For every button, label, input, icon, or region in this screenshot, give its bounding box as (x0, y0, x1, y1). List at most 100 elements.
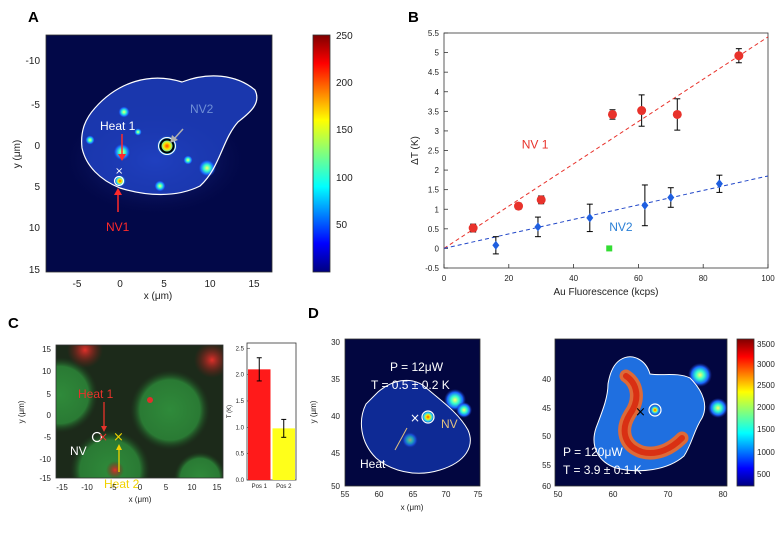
panel-c-ytick: 10 (42, 367, 51, 376)
panel-b-point-nv2 (586, 213, 594, 223)
panel-d-left-temp: T = 0.5 ± 0.2 K (371, 378, 450, 392)
panel-b-fit-line (443, 36, 769, 249)
panel-c-ylabel: y (μm) (17, 400, 26, 423)
panel-c-bar-inset: 0.0 0.5 1.0 1.5 2.0 2.5 T (K) Pos 1 Pos 2 (227, 342, 297, 490)
panel-b-ytick: 3 (435, 127, 440, 136)
panel-a-xtick: 0 (117, 279, 123, 290)
panel-d-colorbar (736, 338, 755, 487)
colorbar-tick: 100 (336, 173, 353, 184)
panel-a-xlabel: x (μm) (144, 291, 173, 302)
panel-d-right-xtick: 70 (664, 490, 673, 499)
panel-a-ytick: 0 (34, 141, 40, 152)
panel-d-right-xtick: 50 (554, 490, 563, 499)
panel-a-nv1-arrowhead (114, 188, 122, 195)
panel-c-xtick: 10 (188, 483, 197, 492)
panel-b-point-nv1 (514, 201, 524, 211)
panel-a-frame (45, 34, 273, 273)
panel-b-point-nv2 (641, 200, 649, 210)
panel-b-point-nv1 (637, 106, 647, 116)
panel-d-ytick: 35 (331, 375, 340, 384)
panel-d-left-heat-marker: × (410, 411, 420, 425)
panel-b-ytick: 1.5 (428, 186, 440, 195)
panel-b-point-nv1 (734, 51, 744, 61)
colorbar-tick: 500 (757, 470, 771, 479)
colorbar-tick: 150 (336, 125, 353, 136)
panel-d-ytick: 30 (331, 338, 340, 347)
panel-d-right-temp: T = 3.9 ± 0.1 K (563, 463, 642, 477)
panel-a-outline (81, 75, 258, 196)
panel-d-xlabel: x (μm) (401, 503, 424, 512)
panel-b-point-nv1 (468, 223, 478, 233)
panel-d-right-xtick: 60 (609, 490, 618, 499)
panel-d-ytick: 45 (331, 449, 340, 458)
panel-d-right-yticks: 40 45 50 55 60 (542, 375, 551, 491)
panel-c-ytick: -10 (39, 455, 51, 464)
colorbar-tick: 1500 (757, 425, 775, 434)
panel-c-heat2-marker: × (113, 430, 124, 445)
panel-a-nv2-ring (158, 137, 176, 155)
panel-b-point-nv2 (534, 222, 542, 232)
panel-c-yticks: 15 10 5 0 -5 -10 -15 (39, 345, 51, 483)
panel-label-b: B (408, 9, 419, 26)
panel-b-point-nv2 (715, 179, 723, 189)
panel-b-fit-line (443, 175, 769, 249)
panel-c-xtick: 5 (164, 483, 169, 492)
panel-a-nv2-arrowhead (170, 135, 178, 143)
panel-label-c: C (8, 315, 19, 332)
panel-d-ytick: 50 (331, 482, 340, 491)
panel-c-heat1-arrowhead (101, 426, 107, 432)
panel-a-ytick: -5 (31, 100, 40, 111)
panel-c-bar-category: Pos 2 (276, 484, 292, 490)
panel-b-series-label-nv1: NV 1 (522, 138, 549, 152)
panel-b-point-nv2 (667, 193, 675, 202)
panel-a-ytick: 15 (29, 265, 41, 276)
panel-c-xtick: -10 (81, 483, 93, 492)
panel-b-point-nv1 (672, 109, 682, 119)
panel-c-heat1-label: Heat 1 (78, 387, 114, 401)
panel-d-right-ytick: 60 (542, 482, 551, 491)
panel-c-xtick: 15 (213, 483, 222, 492)
panel-a-nv1-label: NV1 (106, 220, 130, 234)
panel-d-right-heat-marker: × (635, 405, 646, 420)
panel-c-bar (272, 428, 295, 480)
panel-b-xtick: 80 (699, 274, 708, 283)
panel-d-right-ytick: 45 (542, 404, 551, 413)
panel-b-xtick: 20 (504, 274, 513, 283)
panel-d-right-xticks: 50 60 70 80 (554, 490, 728, 499)
panel-a-ytick: 5 (34, 182, 40, 193)
panel-a-xtick: 10 (204, 279, 216, 290)
panel-c-xtick: 0 (138, 483, 143, 492)
panel-d-right-power: P = 120μW (563, 445, 623, 459)
colorbar-tick: 200 (336, 78, 353, 89)
panel-d-left-nv-circle (421, 410, 435, 424)
panel-a-heat1-arrowhead (118, 154, 126, 161)
panel-a-ytick: -10 (26, 56, 41, 67)
panel-d-colorbar-ticks: 3500 3000 2500 2000 1500 1000 500 (757, 340, 775, 479)
panel-d-xtick: 70 (442, 490, 451, 499)
panel-d-left-frame (344, 338, 481, 487)
panel-c-bar (248, 369, 271, 480)
panel-b-xtick: 40 (569, 274, 578, 283)
panel-d-xtick: 60 (375, 490, 384, 499)
panel-b-point-nv1 (607, 109, 617, 119)
panel-d-left-heat-arrow (394, 427, 408, 451)
panel-c-nv-circle (91, 431, 103, 443)
panel-d-ytick: 40 (331, 412, 340, 421)
panel-d-right-frame (554, 338, 728, 487)
panel-c-heat2-label: Heat 2 (104, 477, 140, 491)
panel-b-xlabel: Au Fluorescence (kcps) (553, 287, 658, 298)
panel-a-colorbar (312, 34, 331, 273)
colorbar-tick: 2500 (757, 381, 775, 390)
panel-c-bar-ytick: 2.5 (236, 346, 245, 352)
panel-label-a: A (28, 9, 39, 26)
panel-b-ytick: 5 (435, 49, 440, 58)
panel-c-ytick: 5 (47, 390, 52, 399)
panel-c-bar-category: Pos 1 (252, 484, 268, 490)
panel-b-ytick: 2.5 (428, 147, 440, 156)
panel-d-xtick: 55 (341, 490, 350, 499)
panel-d-right-ytick: 55 (542, 461, 551, 470)
colorbar-tick: 250 (336, 31, 353, 42)
panel-d-right-ytick: 40 (542, 375, 551, 384)
panel-d-left-heat-label: Heat (360, 457, 386, 471)
panel-c-ytick: -5 (44, 433, 52, 442)
